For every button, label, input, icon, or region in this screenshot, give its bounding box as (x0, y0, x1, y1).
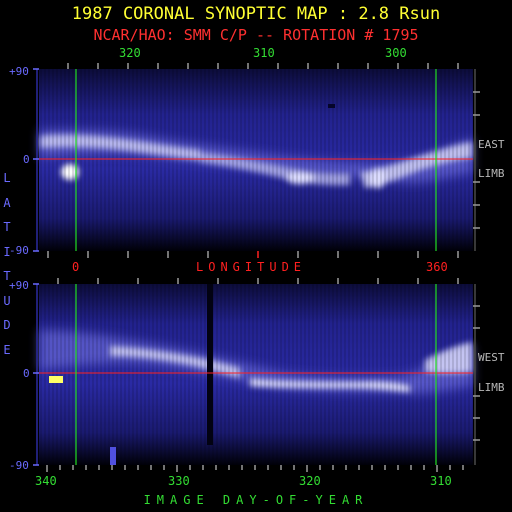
latitude-axis-letter: D (3, 318, 11, 332)
map-subtitle: NCAR/HAO: SMM C/P -- ROTATION # 1795 (93, 26, 419, 44)
latitude-axis-letter: U (3, 293, 11, 308)
top-longitude-tick-300: 300 (385, 46, 407, 60)
latitude-axis-letter: A (3, 195, 11, 210)
east-limb-label-limb: LIMB (478, 167, 505, 180)
east-limb-label-east: EAST (478, 138, 505, 151)
bottom-lat-label-plus90: +90 (9, 279, 29, 292)
top-lat-label-0: 0 (23, 153, 30, 166)
longitude-start-value: 0 (72, 260, 80, 274)
day-tick-340: 340 (35, 474, 57, 488)
top-lat-label-plus90: +90 (9, 65, 29, 78)
top-data-gap (328, 104, 335, 108)
latitude-axis-letter: I (3, 244, 11, 259)
latitude-axis-letter: E (3, 342, 11, 357)
top-longitude-tick-310: 310 (253, 46, 275, 60)
day-tick-320: 320 (299, 474, 321, 488)
top-lat-label-minus90: -90 (9, 244, 29, 257)
bottom-lat-label-0: 0 (23, 367, 30, 380)
bottom-bright-spot (49, 376, 63, 383)
longitude-axis-label: LONGITUDE (196, 260, 307, 274)
west-limb-label-limb: LIMB (478, 381, 505, 394)
west-limb-label-west: WEST (478, 351, 505, 364)
top-longitude-tick-320: 320 (119, 46, 141, 60)
bottom-map-panel (39, 284, 473, 465)
latitude-axis-letter: T (3, 220, 11, 234)
map-title: 1987 CORONAL SYNOPTIC MAP : 2.8 Rsun (71, 4, 441, 24)
longitude-end-value: 360 (426, 260, 448, 274)
latitude-axis-letter: T (3, 269, 11, 283)
top-map-panel (39, 69, 473, 251)
day-of-year-axis-label: IMAGE DAY-OF-YEAR (143, 493, 369, 507)
bottom-lat-label-minus90: -90 (9, 459, 29, 472)
top-panel-axes (33, 63, 480, 258)
bottom-panel-axes (33, 278, 480, 472)
bottom-data-gap-column (207, 284, 213, 445)
day-tick-310: 310 (430, 474, 452, 488)
bottom-marker-bar (110, 447, 116, 465)
day-tick-330: 330 (168, 474, 190, 488)
latitude-axis-letter: L (3, 171, 11, 185)
